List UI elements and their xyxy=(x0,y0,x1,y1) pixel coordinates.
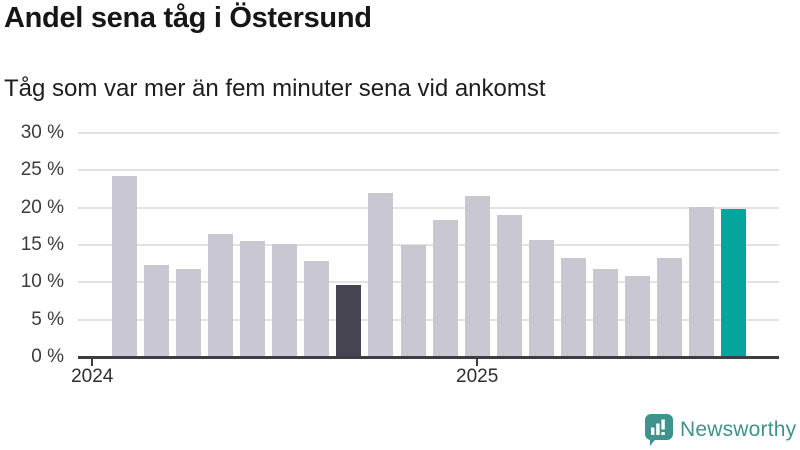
y-axis-label-10pct: 10 % xyxy=(20,271,64,293)
bar-2025-04 xyxy=(560,257,586,357)
gridline-20pct xyxy=(78,206,779,209)
y-axis-label-5pct: 5 % xyxy=(31,308,64,330)
bar-2024-08 xyxy=(304,260,330,357)
bar-2024-09 xyxy=(336,284,362,357)
bar-2025-06 xyxy=(625,275,651,357)
y-axis-label-0pct: 0 % xyxy=(31,346,64,367)
x-axis-tick-2024 xyxy=(91,359,94,366)
y-axis-label-30pct: 30 % xyxy=(20,122,64,143)
y-axis-label-25pct: 25 % xyxy=(20,159,64,181)
newsworthy-wordmark: Newsworthy xyxy=(680,417,797,441)
bar-2024-05 xyxy=(208,233,234,357)
chart-title: Andel sena tåg i Östersund xyxy=(4,2,372,34)
bar-2024-07 xyxy=(272,244,298,357)
x-axis-label-2024: 2024 xyxy=(71,366,114,387)
newsworthy-speech-bubble-chart-icon xyxy=(645,414,673,446)
bar-2024-10 xyxy=(368,192,394,357)
gridline-25pct xyxy=(78,169,779,172)
bar-2024-06 xyxy=(240,241,266,357)
x-axis-line-overlay xyxy=(78,356,779,359)
x-axis-tick-2025 xyxy=(476,359,479,366)
bar-2024-04 xyxy=(175,268,201,357)
newsworthy-logo[interactable]: Newsworthy xyxy=(644,413,796,446)
bar-2024-03 xyxy=(143,265,169,357)
bar-2025-08 xyxy=(689,206,715,357)
gridline-10pct xyxy=(78,281,779,284)
bar-2025-05 xyxy=(593,268,618,357)
bar-2024-02 xyxy=(111,176,137,357)
bar-2025-07 xyxy=(657,257,683,357)
x-axis-label-2025: 2025 xyxy=(456,366,499,387)
bar-2025-09 xyxy=(721,209,747,357)
bar-2024-11 xyxy=(400,245,426,357)
bar-2025-01 xyxy=(464,195,490,357)
gridline-5pct xyxy=(78,318,779,321)
bar-2025-03 xyxy=(528,239,554,357)
bar-2024-12 xyxy=(432,219,458,357)
gridline-15pct xyxy=(78,244,779,246)
gridline-30pct xyxy=(78,132,779,134)
y-axis-label-15pct: 15 % xyxy=(20,234,64,255)
chart-subtitle: Tåg som var mer än fem minuter sena vid … xyxy=(4,75,546,102)
y-axis-label-20pct: 20 % xyxy=(20,196,64,218)
bar-2025-02 xyxy=(496,215,522,357)
